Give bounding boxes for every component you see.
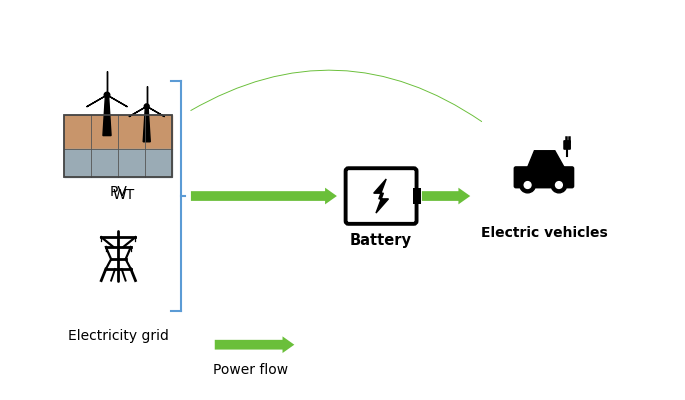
Polygon shape [129, 106, 147, 117]
Circle shape [551, 177, 566, 193]
Polygon shape [374, 179, 388, 213]
FancyBboxPatch shape [346, 168, 416, 224]
Text: Electricity grid: Electricity grid [68, 329, 169, 343]
Text: Power flow: Power flow [213, 364, 288, 378]
Text: Battery: Battery [350, 233, 412, 248]
Polygon shape [147, 106, 164, 117]
Circle shape [524, 182, 531, 188]
Polygon shape [107, 95, 127, 107]
FancyArrowPatch shape [190, 70, 482, 122]
Polygon shape [527, 151, 565, 169]
Text: PV: PV [110, 185, 127, 199]
Polygon shape [86, 95, 107, 107]
Circle shape [556, 182, 562, 188]
Circle shape [104, 92, 110, 98]
Polygon shape [64, 149, 172, 177]
FancyBboxPatch shape [563, 140, 571, 150]
FancyBboxPatch shape [413, 188, 421, 204]
Polygon shape [64, 115, 172, 149]
FancyBboxPatch shape [514, 166, 574, 188]
Polygon shape [103, 95, 111, 136]
Circle shape [145, 104, 149, 109]
Polygon shape [143, 106, 150, 142]
Text: Electric vehicles: Electric vehicles [481, 226, 608, 240]
Circle shape [520, 177, 536, 193]
Text: WT: WT [113, 188, 135, 202]
